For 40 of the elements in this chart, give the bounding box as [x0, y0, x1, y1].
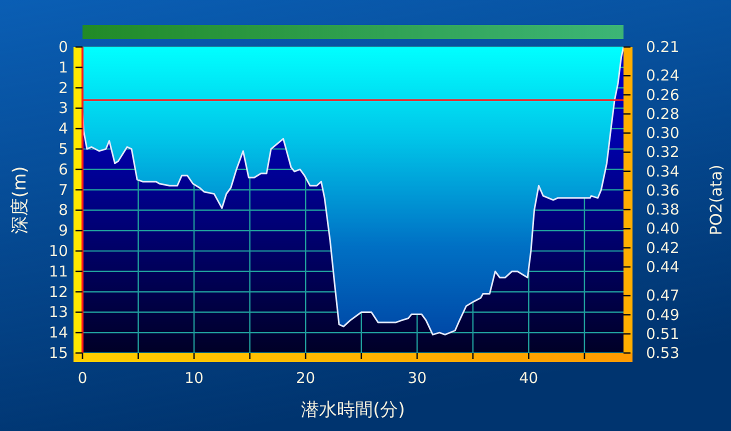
y2-tick-label: 0.44: [646, 258, 680, 276]
y2-tick-label: 0.47: [646, 286, 680, 305]
y-tick-label: 6: [58, 160, 68, 178]
x-axis-title: 潜水時間(分): [300, 400, 406, 420]
y2-tick-label: 0.26: [646, 86, 680, 104]
y-axis-title: 深度(m): [10, 166, 30, 234]
y2-tick-label: 0.36: [646, 181, 680, 200]
y2-tick-label: 0.49: [646, 306, 680, 324]
y-tick-label: 11: [48, 262, 68, 280]
y-tick-label: 13: [48, 303, 68, 322]
y2-axis-title: PO2(ata): [706, 164, 726, 236]
y2-tick-label: 0.30: [646, 124, 680, 142]
y2-tick-label: 0.24: [646, 66, 680, 85]
y2-tick-label: 0.21: [646, 38, 680, 56]
y-tick-label: 12: [48, 282, 68, 301]
y-tick-label: 8: [58, 201, 68, 220]
y-tick-label: 3: [58, 99, 68, 118]
y-tick-label: 7: [58, 180, 68, 199]
y-tick-label: 4: [58, 120, 68, 138]
y2-tick-label: 0.53: [646, 344, 680, 362]
y-tick-label: 15: [48, 344, 68, 362]
y-tick-label: 14: [48, 324, 68, 342]
y-tick-label: 0: [58, 38, 68, 56]
x-tick-label: 10: [184, 369, 204, 387]
y-tick-label: 1: [58, 58, 68, 76]
x-tick-label: 20: [296, 369, 316, 387]
y-tick-label: 10: [48, 242, 68, 260]
y-tick-label: 9: [58, 222, 68, 240]
x-tick-label: 0: [78, 369, 88, 387]
y-tick-label: 2: [58, 78, 68, 97]
x-tick-label: 40: [519, 369, 538, 387]
y2-tick-label: 0.51: [646, 324, 680, 343]
y2-tick-label: 0.34: [646, 162, 680, 180]
x-tick-label: 30: [408, 369, 427, 387]
y2-tick-label: 0.38: [646, 200, 680, 219]
y2-tick-label: 0.28: [646, 104, 680, 123]
y-tick-label: 5: [58, 140, 68, 158]
y2-tick-label: 0.40: [646, 220, 680, 238]
y2-tick-label: 0.32: [646, 143, 680, 162]
y2-tick-label: 0.42: [646, 238, 680, 257]
